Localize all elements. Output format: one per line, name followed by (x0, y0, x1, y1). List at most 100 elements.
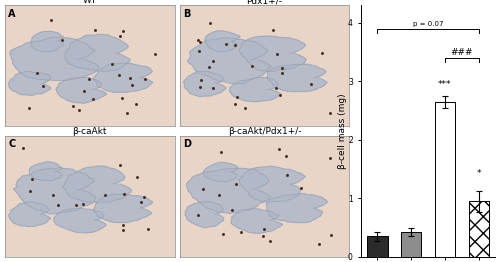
Point (266, 239, 274, 243)
Point (282, 154, 290, 158)
Point (228, 208, 236, 212)
Text: B: B (183, 9, 190, 19)
Polygon shape (65, 34, 130, 71)
Point (132, 102, 140, 106)
Point (278, 70, 285, 75)
Text: C: C (8, 139, 16, 149)
Point (230, 42, 238, 47)
Point (273, 52, 281, 56)
Bar (367, 236, 388, 257)
Point (275, 147, 283, 151)
Point (86, 77, 94, 81)
Point (47, 18, 55, 22)
Text: p = 0.07: p = 0.07 (413, 21, 444, 28)
Point (123, 111, 131, 115)
Point (206, 21, 214, 25)
Polygon shape (205, 31, 240, 52)
Title: WT: WT (82, 0, 97, 5)
Polygon shape (10, 37, 99, 80)
Point (318, 51, 326, 55)
Point (194, 212, 202, 217)
Text: ***: *** (438, 80, 452, 89)
Point (328, 233, 336, 237)
Point (140, 195, 147, 199)
Point (116, 34, 124, 39)
Polygon shape (188, 38, 272, 84)
Polygon shape (184, 71, 226, 96)
Polygon shape (31, 31, 64, 52)
Point (298, 186, 306, 190)
Point (210, 86, 218, 91)
Bar (401, 232, 421, 257)
Text: D: D (183, 139, 191, 149)
Point (38, 84, 46, 88)
Point (128, 83, 136, 87)
Polygon shape (8, 202, 50, 227)
Point (115, 73, 123, 78)
Point (219, 232, 227, 236)
Text: ###: ### (450, 48, 473, 57)
Point (260, 227, 268, 231)
Point (194, 38, 202, 42)
Point (120, 192, 128, 196)
Title: β-caAkt/Pdx1+/-: β-caAkt/Pdx1+/- (228, 127, 301, 136)
Point (91, 28, 99, 32)
Point (308, 82, 316, 86)
Point (75, 108, 83, 112)
Polygon shape (94, 194, 153, 223)
Point (133, 175, 141, 179)
Point (284, 173, 292, 177)
Point (222, 42, 230, 46)
Text: A: A (8, 9, 16, 19)
Point (234, 95, 241, 99)
Polygon shape (230, 78, 280, 102)
Point (50, 193, 58, 197)
Bar (468, 201, 489, 257)
Point (278, 66, 286, 70)
Polygon shape (186, 168, 271, 213)
Point (119, 223, 127, 227)
Point (196, 85, 204, 89)
Point (144, 227, 152, 231)
Point (26, 189, 34, 193)
Polygon shape (239, 166, 306, 202)
Polygon shape (231, 209, 282, 233)
Point (54, 203, 62, 207)
Point (119, 29, 127, 34)
Point (151, 52, 159, 56)
Point (209, 59, 217, 63)
Polygon shape (240, 36, 306, 72)
Point (241, 106, 249, 111)
Point (231, 102, 239, 106)
Point (18, 146, 26, 150)
Point (232, 182, 239, 186)
Title: Pdx1+/-: Pdx1+/- (246, 0, 282, 5)
Point (108, 62, 116, 66)
Point (25, 106, 33, 110)
Point (118, 96, 126, 100)
Point (80, 89, 88, 93)
Text: *: * (476, 169, 481, 178)
Polygon shape (8, 71, 50, 95)
Polygon shape (94, 63, 153, 92)
Point (258, 234, 266, 238)
Polygon shape (185, 201, 224, 228)
Point (326, 111, 334, 115)
Polygon shape (54, 209, 106, 233)
Polygon shape (266, 193, 328, 223)
Bar (435, 102, 455, 257)
Point (216, 193, 224, 197)
Point (140, 77, 148, 81)
Point (28, 177, 36, 181)
Point (217, 150, 225, 154)
Point (90, 97, 98, 101)
Point (237, 230, 245, 234)
Polygon shape (14, 167, 96, 214)
Polygon shape (267, 64, 327, 92)
Point (326, 156, 334, 160)
Point (34, 71, 42, 75)
Bar (468, 201, 489, 257)
Point (58, 38, 66, 42)
Y-axis label: β-cell mass (mg): β-cell mass (mg) (338, 93, 346, 169)
Point (268, 28, 276, 32)
